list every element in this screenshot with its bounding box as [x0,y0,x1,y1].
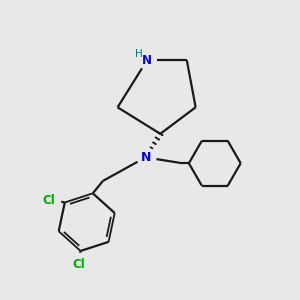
Text: H: H [135,49,143,59]
Text: N: N [140,151,151,164]
Text: Cl: Cl [42,194,55,208]
Text: Cl: Cl [73,258,85,271]
Text: N: N [142,54,152,67]
